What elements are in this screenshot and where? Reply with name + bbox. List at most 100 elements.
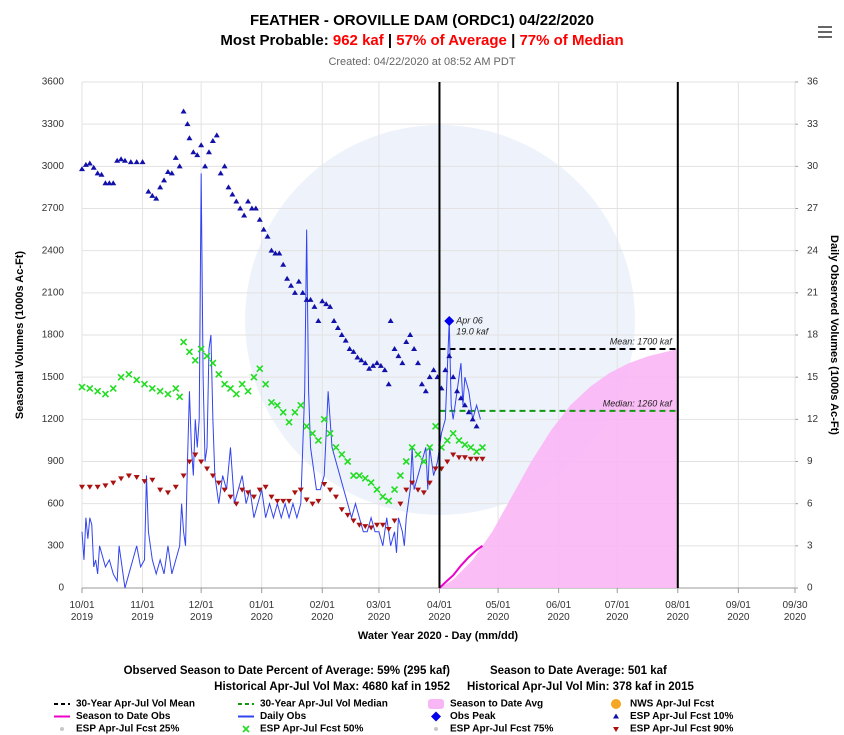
- menu-bar[interactable]: [818, 31, 832, 33]
- marker: [467, 443, 475, 452]
- footer-text: Season to Date Average: 501 kaf: [490, 665, 667, 677]
- marker: [366, 365, 373, 371]
- y-tick-label: 900: [47, 456, 64, 467]
- marker: [327, 303, 334, 309]
- marker: [450, 374, 457, 380]
- marker: [127, 159, 134, 165]
- marker: [303, 422, 311, 430]
- subtitle-part: Most Probable:: [220, 32, 333, 49]
- marker: [245, 490, 252, 496]
- marker: [402, 457, 410, 466]
- marker: [172, 484, 179, 490]
- marker: [379, 493, 387, 501]
- marker: [268, 247, 275, 253]
- menu-icon[interactable]: [818, 26, 832, 38]
- marker: [299, 289, 306, 295]
- marker: [110, 180, 117, 186]
- marker: [186, 135, 193, 141]
- y-tick-label: 600: [47, 498, 64, 509]
- marker: [149, 192, 156, 198]
- marker: [295, 278, 302, 284]
- marker: [172, 384, 180, 392]
- marker: [106, 180, 113, 186]
- marker: [297, 401, 305, 409]
- marker: [262, 380, 270, 388]
- marker: [227, 494, 234, 500]
- marker: [109, 384, 117, 392]
- marker: [244, 387, 252, 395]
- legend-label: ESP Apr-Jul Fcst 25%: [76, 724, 179, 735]
- marker: [157, 184, 164, 190]
- marker: [203, 352, 211, 360]
- x-tick-label: 03/01 2020: [366, 600, 391, 623]
- marker: [358, 357, 365, 363]
- marker: [414, 360, 421, 366]
- marker: [450, 452, 457, 458]
- marker: [307, 296, 314, 302]
- series-line: [81, 173, 481, 589]
- marker: [332, 443, 340, 452]
- marker: [133, 474, 140, 480]
- legend-label: Season to Date Avg: [450, 699, 543, 710]
- x-tick-label: 09/30 2020: [782, 600, 807, 623]
- marker: [319, 298, 326, 304]
- marker: [202, 163, 209, 169]
- marker: [395, 353, 402, 359]
- marker: [78, 383, 86, 391]
- legend-label: 30-Year Apr-Jul Vol Mean: [76, 699, 195, 710]
- marker: [368, 525, 375, 531]
- marker: [407, 332, 414, 337]
- marker: [245, 198, 252, 204]
- menu-bar[interactable]: [818, 36, 832, 38]
- marker: [461, 402, 468, 408]
- footer-text: Historical Apr-Jul Vol Max: 4680 kaf in …: [214, 681, 450, 693]
- marker: [473, 456, 480, 462]
- marker: [198, 142, 205, 148]
- marker: [338, 332, 345, 337]
- marker: [314, 436, 322, 444]
- legend-label: Daily Obs: [260, 711, 307, 722]
- legend-label: NWS Apr-Jul Fcst: [630, 699, 715, 710]
- marker: [90, 164, 97, 170]
- marker: [418, 381, 425, 387]
- y2-tick-label: 33: [807, 119, 819, 130]
- marker: [414, 450, 422, 459]
- legend-label: 30-Year Apr-Jul Vol Median: [260, 699, 388, 710]
- legend-label: ESP Apr-Jul Fcst 50%: [260, 724, 363, 735]
- marker: [161, 177, 168, 183]
- marker: [308, 429, 317, 437]
- marker: [141, 479, 148, 485]
- marker: [449, 429, 457, 437]
- marker: [356, 522, 363, 528]
- marker: [157, 487, 164, 493]
- x-tick-label: 04/01 2020: [427, 600, 452, 623]
- marker: [279, 408, 287, 416]
- marker: [180, 108, 187, 114]
- marker: [385, 526, 392, 532]
- marker: [197, 345, 205, 353]
- marker: [426, 374, 433, 380]
- marker: [176, 163, 183, 169]
- marker: [444, 315, 455, 326]
- menu-bar[interactable]: [818, 26, 832, 28]
- chart-title: FEATHER - OROVILLE DAM (ORDC1) 04/22/202…: [250, 12, 594, 29]
- marker: [397, 501, 404, 507]
- marker: [233, 501, 240, 507]
- marker: [248, 205, 255, 211]
- marker: [256, 365, 264, 373]
- marker: [461, 455, 468, 461]
- marker: [262, 484, 269, 490]
- marker: [274, 498, 281, 504]
- marker: [326, 429, 334, 437]
- marker: [192, 452, 199, 458]
- marker: [362, 360, 369, 366]
- marker: [311, 303, 318, 309]
- y2-tick-label: 21: [807, 287, 819, 298]
- marker: [367, 479, 375, 487]
- y-tick-label: 3000: [42, 161, 65, 172]
- x-tick-label: 08/01 2020: [665, 600, 690, 623]
- marker: [422, 388, 429, 394]
- marker: [330, 317, 337, 323]
- marker: [391, 346, 398, 352]
